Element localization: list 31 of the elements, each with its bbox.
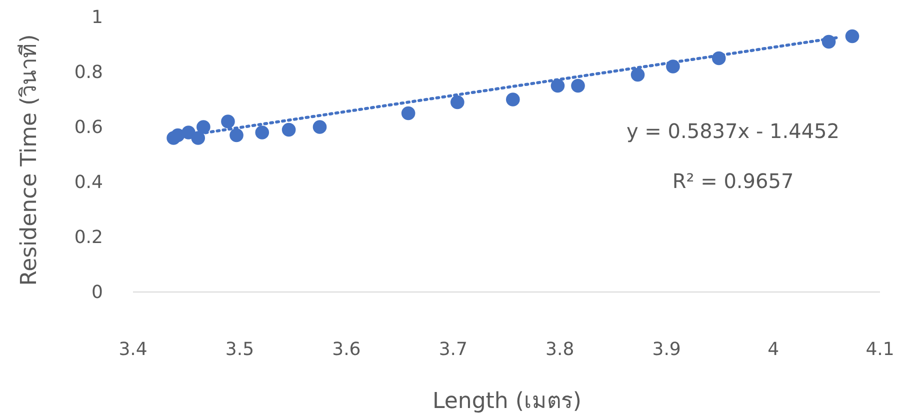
x-tick-label: 3.4 [118, 338, 148, 360]
y-tick-label: 0.2 [74, 226, 103, 248]
x-axis-title: Length (เมตร) [432, 389, 582, 414]
y-tick-label: 0.4 [74, 172, 103, 193]
point [571, 78, 585, 93]
point [230, 128, 244, 142]
y-tick-label: 0.6 [74, 116, 103, 138]
point [450, 95, 464, 110]
x-tick-label: 3.9 [652, 338, 681, 360]
point [196, 120, 210, 134]
annotation: y = 0.5837x - 1.4452 [626, 119, 840, 143]
point [630, 68, 645, 82]
point [506, 92, 520, 106]
x-tick-label: 4 [768, 338, 780, 360]
y-tick-label: 0.8 [74, 62, 103, 83]
point [255, 126, 270, 140]
y-tick-label: 1 [92, 6, 103, 28]
point [282, 122, 296, 137]
point [845, 29, 860, 44]
x-tick-label: 3.6 [332, 338, 361, 360]
point [550, 78, 565, 93]
x-tick-label: 3.5 [225, 338, 254, 360]
annotation: R² = 0.9657 [672, 169, 794, 193]
x-tick-label: 3.7 [438, 338, 468, 360]
x-tick-label: 4.1 [866, 338, 894, 360]
y-tick-label: 0 [92, 282, 103, 303]
y-axis-title: Residence Time (วินาที) [17, 34, 42, 286]
point [312, 120, 327, 134]
point [401, 106, 416, 120]
x-tick-label: 3.8 [546, 338, 574, 360]
point [221, 114, 235, 128]
